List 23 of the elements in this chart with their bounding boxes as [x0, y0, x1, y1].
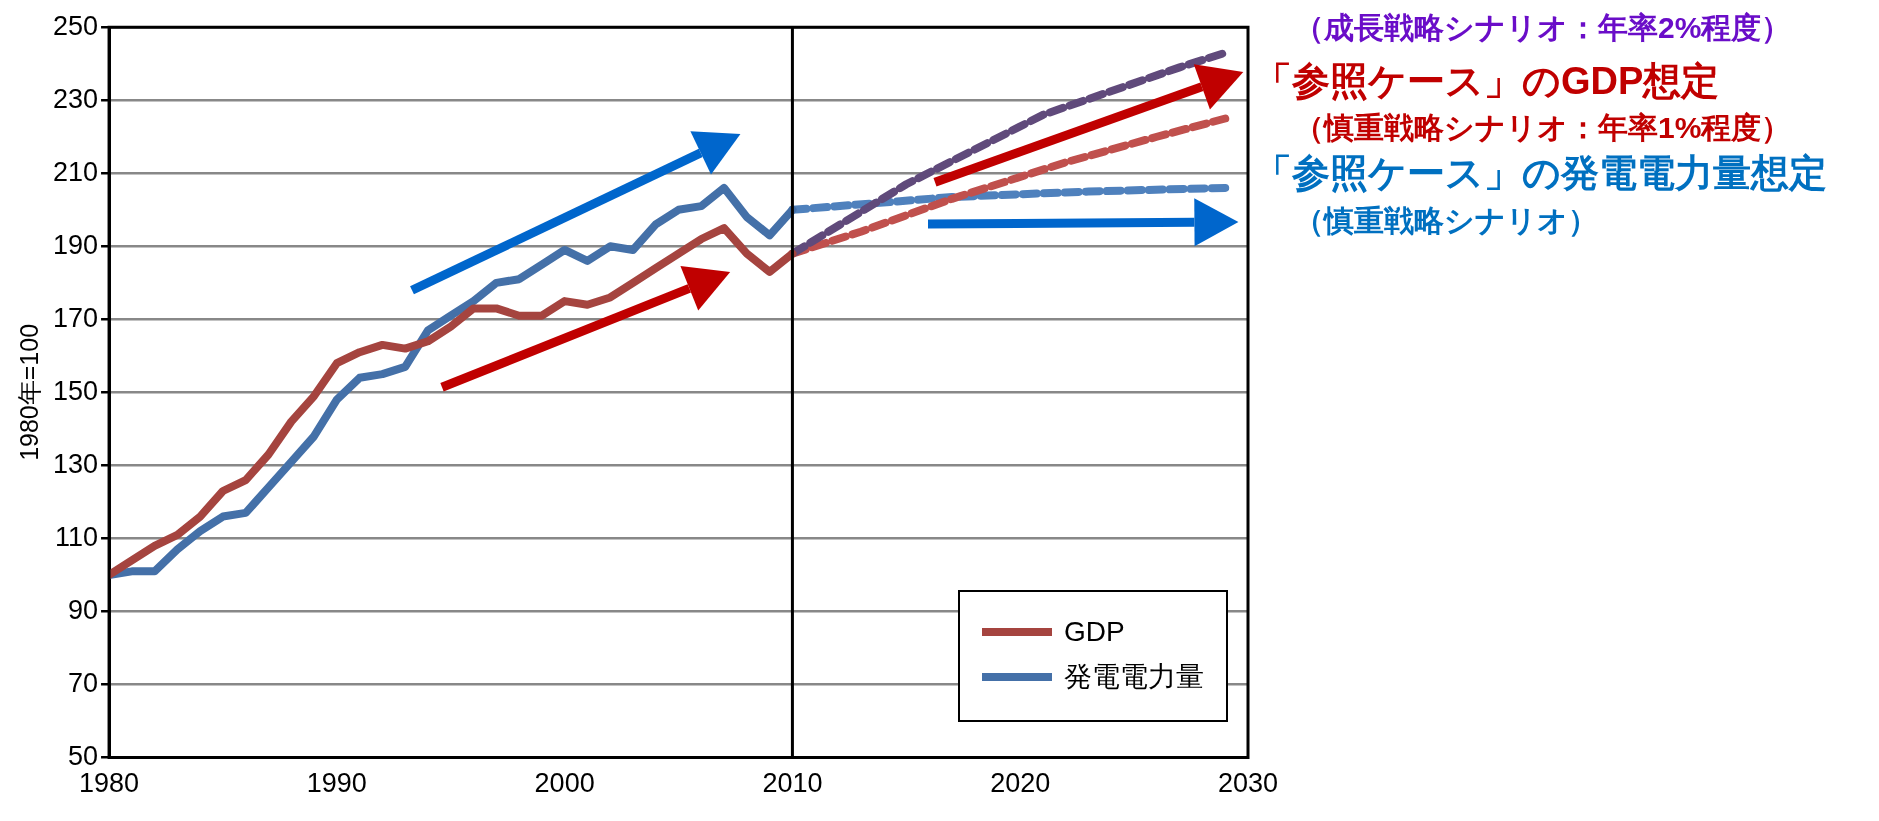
text: （慎重戦略シナリオ：年率1%程度） — [1294, 110, 1793, 147]
text: （成長戦略シナリオ：年率2%程度） — [1294, 10, 1793, 46]
text: 「参照ケース」のGDP想定 — [1254, 59, 1721, 104]
text: 「参照ケース」の発電電力量想定 — [1254, 151, 1827, 197]
y-tick-label: 190 — [52, 229, 99, 260]
y-tick-label: 250 — [52, 10, 99, 41]
legend-label: 発電電力量 — [1064, 659, 1204, 694]
x-tick-label: 2010 — [762, 768, 823, 799]
legend-label: GDP — [1064, 615, 1125, 648]
y-axis-title: 1980年=100 — [14, 323, 43, 461]
y-tick-label: 70 — [68, 668, 99, 699]
x-tick-label: 2000 — [534, 768, 595, 799]
y-tick-label: 90 — [68, 594, 99, 625]
y-tick-label: 150 — [52, 375, 99, 406]
text: （慎重戦略シナリオ） — [1294, 202, 1599, 239]
x-tick-label: 1990 — [306, 768, 367, 799]
y-tick-label: 230 — [52, 83, 99, 114]
y-tick-label: 210 — [52, 156, 99, 187]
x-tick-label: 2020 — [990, 768, 1051, 799]
x-tick-label: 2030 — [1217, 768, 1279, 799]
y-tick-label: 130 — [52, 448, 99, 479]
y-tick-label: 110 — [55, 521, 99, 552]
y-tick-label: 170 — [52, 302, 99, 333]
